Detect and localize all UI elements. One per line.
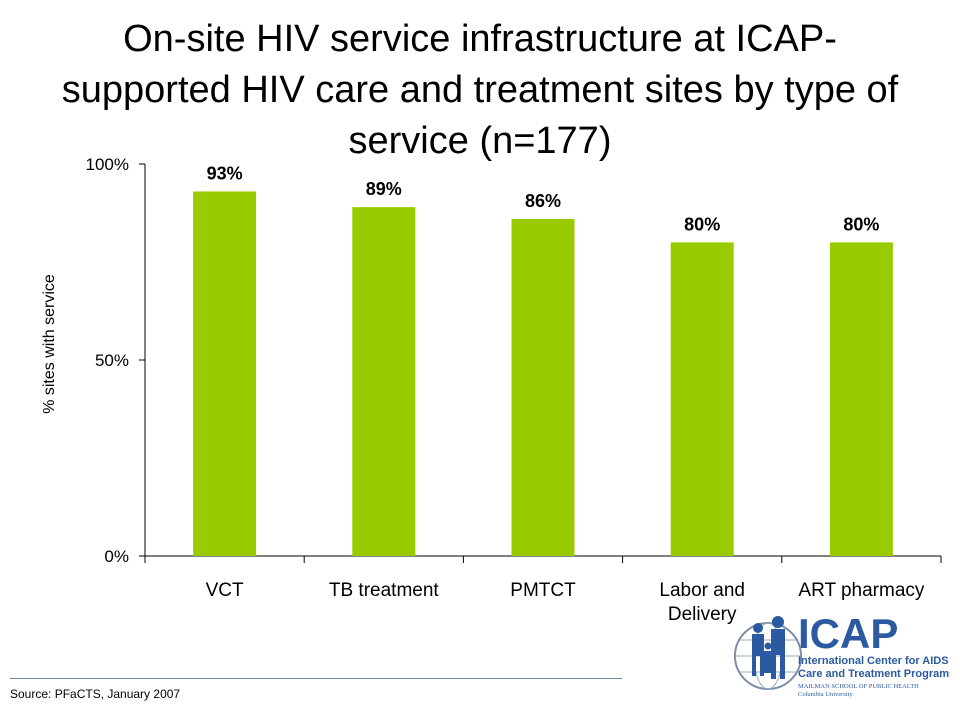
y-axis-label: % sites with service xyxy=(41,274,58,414)
footer-divider xyxy=(10,678,622,679)
data-label: 89% xyxy=(366,179,402,199)
globe-figures-icon xyxy=(734,616,802,690)
x-tick-label-line: ART pharmacy xyxy=(798,580,925,601)
x-tick-label: ART pharmacy xyxy=(798,580,925,601)
chart-title: On-site HIV service infrastructure at IC… xyxy=(61,18,899,162)
data-label: 80% xyxy=(684,214,720,234)
bar xyxy=(511,218,575,556)
x-tick-label: VCT xyxy=(206,580,244,601)
logo-wordmark: ICAP xyxy=(798,610,898,657)
logo-line-2: Care and Treatment Programs xyxy=(798,668,950,680)
y-tick-label: 50% xyxy=(95,351,129,370)
logo-line-4: Columbia University xyxy=(798,691,853,698)
data-label: 80% xyxy=(843,214,879,234)
x-tick-label-line: TB treatment xyxy=(329,580,440,601)
y-tick-label: 0% xyxy=(104,547,129,566)
y-tick-label: 100% xyxy=(86,155,129,174)
x-tick-label-line: Labor and xyxy=(659,580,745,601)
data-label: 86% xyxy=(525,191,561,211)
x-tick-label-line: PMTCT xyxy=(510,580,576,601)
x-tick-label-line: VCT xyxy=(206,580,244,601)
bar xyxy=(670,242,734,556)
bar xyxy=(352,207,416,556)
source-note: Source: PFaCTS, January 2007 xyxy=(10,687,181,701)
x-tick-label-line: Delivery xyxy=(668,604,737,625)
data-label: 93% xyxy=(207,163,243,183)
x-tick-label: TB treatment xyxy=(329,580,440,601)
icap-logo: ICAP International Center for AIDS Care … xyxy=(734,610,950,698)
bar xyxy=(193,191,257,556)
plot-area: 0% 50% 100% 93% VCT 89% TB treatment 86% PMTCT 80… xyxy=(41,155,942,625)
logo-line-1: International Center for AIDS xyxy=(798,655,949,667)
x-tick-label: PMTCT xyxy=(510,580,576,601)
logo-line-3: MAILMAN SCHOOL OF PUBLIC HEALTH xyxy=(798,683,919,690)
x-tick-label: Labor and Delivery xyxy=(659,580,745,625)
bar xyxy=(829,242,893,556)
